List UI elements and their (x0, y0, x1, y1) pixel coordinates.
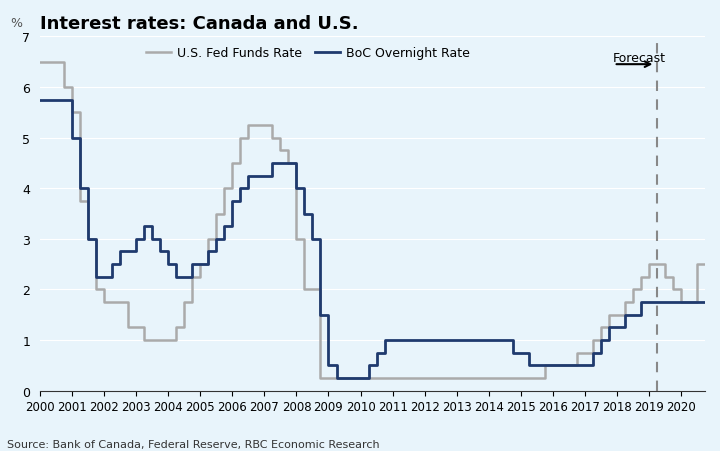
U.S. Fed Funds Rate (300, 287, 309, 293)
U.S. Fed Funds Rate (605, 313, 613, 318)
U.S. Fed Funds Rate (316, 376, 325, 381)
U.S. Fed Funds Rate (541, 376, 549, 381)
BoC Overnight Rate (76, 186, 84, 192)
BoC Overnight Rate (36, 98, 45, 103)
BoC Overnight Rate (332, 376, 341, 381)
BoC Overnight Rate (172, 275, 181, 280)
Text: Interest rates: Canada and U.S.: Interest rates: Canada and U.S. (40, 15, 359, 33)
BoC Overnight Rate (701, 300, 709, 305)
U.S. Fed Funds Rate (308, 287, 317, 293)
U.S. Fed Funds Rate (36, 60, 45, 65)
Legend: U.S. Fed Funds Rate, BoC Overnight Rate: U.S. Fed Funds Rate, BoC Overnight Rate (146, 47, 470, 60)
Line: BoC Overnight Rate: BoC Overnight Rate (40, 101, 705, 378)
BoC Overnight Rate (244, 174, 253, 179)
U.S. Fed Funds Rate (701, 262, 709, 267)
Text: %: % (10, 17, 22, 30)
BoC Overnight Rate (68, 136, 76, 141)
U.S. Fed Funds Rate (652, 262, 661, 267)
BoC Overnight Rate (372, 350, 381, 356)
BoC Overnight Rate (380, 338, 389, 343)
Text: Source: Bank of Canada, Federal Reserve, RBC Economic Research: Source: Bank of Canada, Federal Reserve,… (7, 439, 380, 449)
U.S. Fed Funds Rate (172, 325, 181, 331)
Line: U.S. Fed Funds Rate: U.S. Fed Funds Rate (40, 63, 705, 378)
Text: Forecast: Forecast (613, 51, 666, 64)
